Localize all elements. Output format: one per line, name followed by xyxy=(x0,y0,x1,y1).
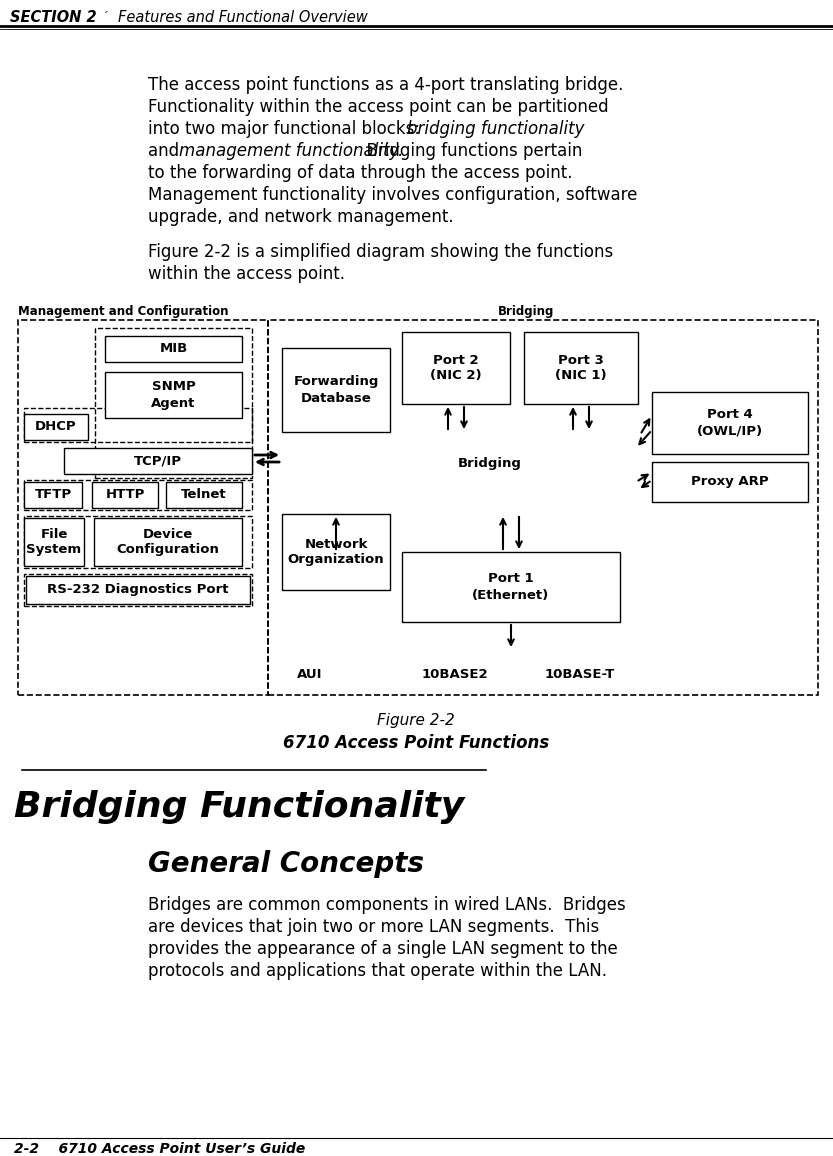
Text: Telnet: Telnet xyxy=(182,489,227,502)
Text: bridging functionality: bridging functionality xyxy=(407,120,585,138)
Text: Management and Configuration: Management and Configuration xyxy=(18,304,228,318)
Text: Bridges are common components in wired LANs.  Bridges: Bridges are common components in wired L… xyxy=(148,896,626,914)
Text: management functionality.: management functionality. xyxy=(179,142,403,160)
Bar xyxy=(24,414,88,440)
Bar xyxy=(24,516,252,568)
Text: provides the appearance of a single LAN segment to the: provides the appearance of a single LAN … xyxy=(148,940,618,958)
Text: 10BASE2: 10BASE2 xyxy=(421,668,488,682)
Bar xyxy=(24,408,252,442)
Text: 10BASE-T: 10BASE-T xyxy=(545,668,615,682)
Bar xyxy=(166,482,242,507)
Bar xyxy=(24,518,84,566)
Text: Port 2
(NIC 2): Port 2 (NIC 2) xyxy=(430,354,481,383)
Bar xyxy=(282,514,390,590)
Text: DHCP: DHCP xyxy=(35,421,77,434)
Text: protocols and applications that operate within the LAN.: protocols and applications that operate … xyxy=(148,962,607,980)
Bar xyxy=(24,480,252,510)
Text: File
System: File System xyxy=(27,527,82,556)
Text: Bridging functions pertain: Bridging functions pertain xyxy=(356,142,582,160)
Bar xyxy=(94,518,242,566)
Text: TFTP: TFTP xyxy=(34,489,72,502)
Bar xyxy=(524,332,638,403)
Text: Bridging: Bridging xyxy=(498,304,555,318)
Bar xyxy=(402,332,510,403)
Text: Network
Organization: Network Organization xyxy=(287,538,384,566)
Bar xyxy=(24,575,252,606)
Text: Port 1
(Ethernet): Port 1 (Ethernet) xyxy=(472,572,550,601)
Text: Features and Functional Overview: Features and Functional Overview xyxy=(118,9,367,24)
Bar xyxy=(18,320,268,695)
Text: Port 3
(NIC 1): Port 3 (NIC 1) xyxy=(555,354,606,383)
Bar xyxy=(652,392,808,454)
Text: Figure 2-2: Figure 2-2 xyxy=(377,712,455,727)
Text: Functionality within the access point can be partitioned: Functionality within the access point ca… xyxy=(148,98,609,116)
Text: AUI: AUI xyxy=(297,668,322,682)
Text: SNMP
Agent: SNMP Agent xyxy=(152,380,196,409)
Text: The access point functions as a 4-port translating bridge.: The access point functions as a 4-port t… xyxy=(148,76,623,94)
Text: Figure 2-2 is a simplified diagram showing the functions: Figure 2-2 is a simplified diagram showi… xyxy=(148,243,613,261)
Bar xyxy=(92,482,158,507)
Bar xyxy=(105,372,242,418)
Text: TCP/IP: TCP/IP xyxy=(134,454,182,467)
Text: ´: ´ xyxy=(103,12,108,22)
Text: into two major functional blocks:: into two major functional blocks: xyxy=(148,120,431,138)
Bar xyxy=(24,482,82,507)
Text: HTTP: HTTP xyxy=(105,489,145,502)
Bar xyxy=(26,576,250,603)
Text: SECTION 2: SECTION 2 xyxy=(10,9,97,24)
Text: Proxy ARP: Proxy ARP xyxy=(691,475,769,489)
Bar xyxy=(402,553,620,622)
Text: upgrade, and network management.: upgrade, and network management. xyxy=(148,208,454,227)
Bar xyxy=(64,449,252,474)
Bar xyxy=(95,328,252,477)
Text: 2-2    6710 Access Point User’s Guide: 2-2 6710 Access Point User’s Guide xyxy=(14,1142,305,1156)
Bar xyxy=(105,336,242,362)
Text: MIB: MIB xyxy=(159,342,187,356)
Bar xyxy=(268,320,818,695)
Text: RS-232 Diagnostics Port: RS-232 Diagnostics Port xyxy=(47,584,229,596)
Text: Port 4
(OWL/IP): Port 4 (OWL/IP) xyxy=(697,408,763,437)
Bar xyxy=(652,462,808,502)
Text: General Concepts: General Concepts xyxy=(148,850,424,879)
Text: Bridging Functionality: Bridging Functionality xyxy=(14,790,464,824)
Text: Management functionality involves configuration, software: Management functionality involves config… xyxy=(148,186,637,203)
Text: Device
Configuration: Device Configuration xyxy=(117,527,219,556)
Text: to the forwarding of data through the access point.: to the forwarding of data through the ac… xyxy=(148,164,572,181)
Text: and: and xyxy=(148,142,184,160)
Text: are devices that join two or more LAN segments.  This: are devices that join two or more LAN se… xyxy=(148,918,599,936)
Text: within the access point.: within the access point. xyxy=(148,265,345,283)
Text: Forwarding
Database: Forwarding Database xyxy=(293,376,379,405)
Text: Bridging: Bridging xyxy=(458,457,522,469)
Bar xyxy=(282,348,390,432)
Text: 6710 Access Point Functions: 6710 Access Point Functions xyxy=(283,734,549,753)
